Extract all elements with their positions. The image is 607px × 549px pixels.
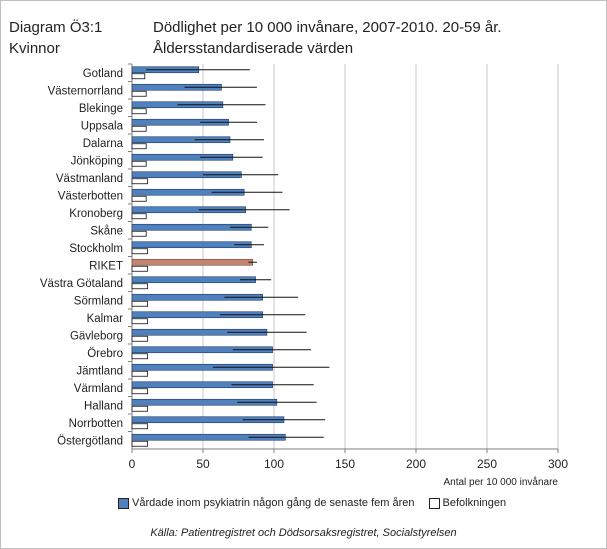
legend-item-main: Vårdade inom psykiatrin någon gång de se… (118, 497, 415, 509)
category-label: Västernorrland (48, 85, 123, 97)
category-label: Kronoberg (69, 208, 123, 220)
category-label: Kalmar (87, 313, 124, 325)
bar-main (131, 276, 256, 284)
x-tick-label: 300 (548, 457, 568, 471)
bar-population (131, 73, 146, 80)
category-label: Västerbotten (58, 190, 123, 202)
legend-swatch-population (428, 497, 440, 509)
category-label: RIKET (89, 260, 123, 272)
bar-population (131, 178, 149, 185)
category-label: Jämtland (76, 365, 123, 377)
category-label: Stockholm (69, 243, 123, 255)
bar-population (131, 230, 147, 237)
category-label: Sörmland (74, 295, 123, 307)
chart-title: Dödlighet per 10 000 invånare, 2007-2010… (153, 17, 502, 59)
category-label: Västra Götaland (40, 278, 123, 290)
category-label: Uppsala (81, 120, 124, 132)
bar-population (131, 405, 149, 412)
chart-title-line1: Dödlighet per 10 000 invånare, 2007-2010… (153, 19, 502, 36)
category-label: Norrbotten (69, 418, 123, 430)
bar-population (131, 335, 149, 342)
category-label: Blekinge (79, 103, 123, 115)
legend-swatch-main (118, 497, 129, 509)
category-label: Skåne (90, 225, 123, 237)
x-tick-label: 50 (196, 457, 210, 471)
bar-main (131, 241, 252, 249)
category-label: Dalarna (83, 138, 124, 150)
bar-population (131, 353, 149, 360)
bar-population (131, 213, 147, 220)
bar-population (131, 265, 149, 272)
bar-population (131, 440, 149, 447)
bar-population (131, 388, 149, 395)
diagram-label: Diagram Ö3:1 Kvinnor (9, 17, 102, 59)
x-tick-label: 200 (406, 457, 426, 471)
bar-population (131, 125, 147, 132)
category-label: Gotland (83, 68, 123, 80)
bar-population (131, 248, 149, 255)
bar-population (131, 143, 147, 150)
legend-label-population: Befolkningen (442, 497, 507, 509)
bar-population (131, 108, 147, 115)
bar-population (131, 160, 147, 167)
category-label: Västmanland (56, 173, 123, 185)
x-tick-label: 100 (264, 457, 284, 471)
category-label: Örebro (87, 348, 123, 360)
legend-label-main: Vårdade inom psykiatrin någon gång de se… (132, 497, 415, 509)
category-label: Halland (84, 400, 123, 412)
bar-population (131, 423, 149, 430)
x-tick-label: 250 (477, 457, 497, 471)
legend: Vårdade inom psykiatrin någon gång de se… (118, 497, 514, 509)
bar-population (131, 283, 149, 290)
legend-item-population: Befolkningen (428, 497, 507, 509)
bar-population (131, 195, 147, 202)
x-axis-label: Antal per 10 000 invånare (443, 476, 558, 488)
diagram-subgroup: Kvinnor (9, 40, 60, 57)
category-label: Värmland (74, 383, 123, 395)
bar-population (131, 318, 149, 325)
chart-title-line2: Åldersstandardiserade värden (153, 40, 354, 57)
x-tick-label: 150 (335, 457, 355, 471)
bar-main (131, 258, 253, 266)
diagram-number: Diagram Ö3:1 (9, 19, 103, 36)
source-note: Källa: Patientregistret och Dödsorsaksre… (150, 527, 457, 539)
bar-population (131, 370, 149, 377)
x-tick-label: 0 (129, 457, 136, 471)
category-label: Östergötland (57, 435, 123, 447)
bar-population (131, 300, 149, 307)
category-label: Jönköping (71, 155, 123, 167)
bar-population (131, 90, 147, 97)
category-label: Gävleborg (70, 330, 123, 342)
